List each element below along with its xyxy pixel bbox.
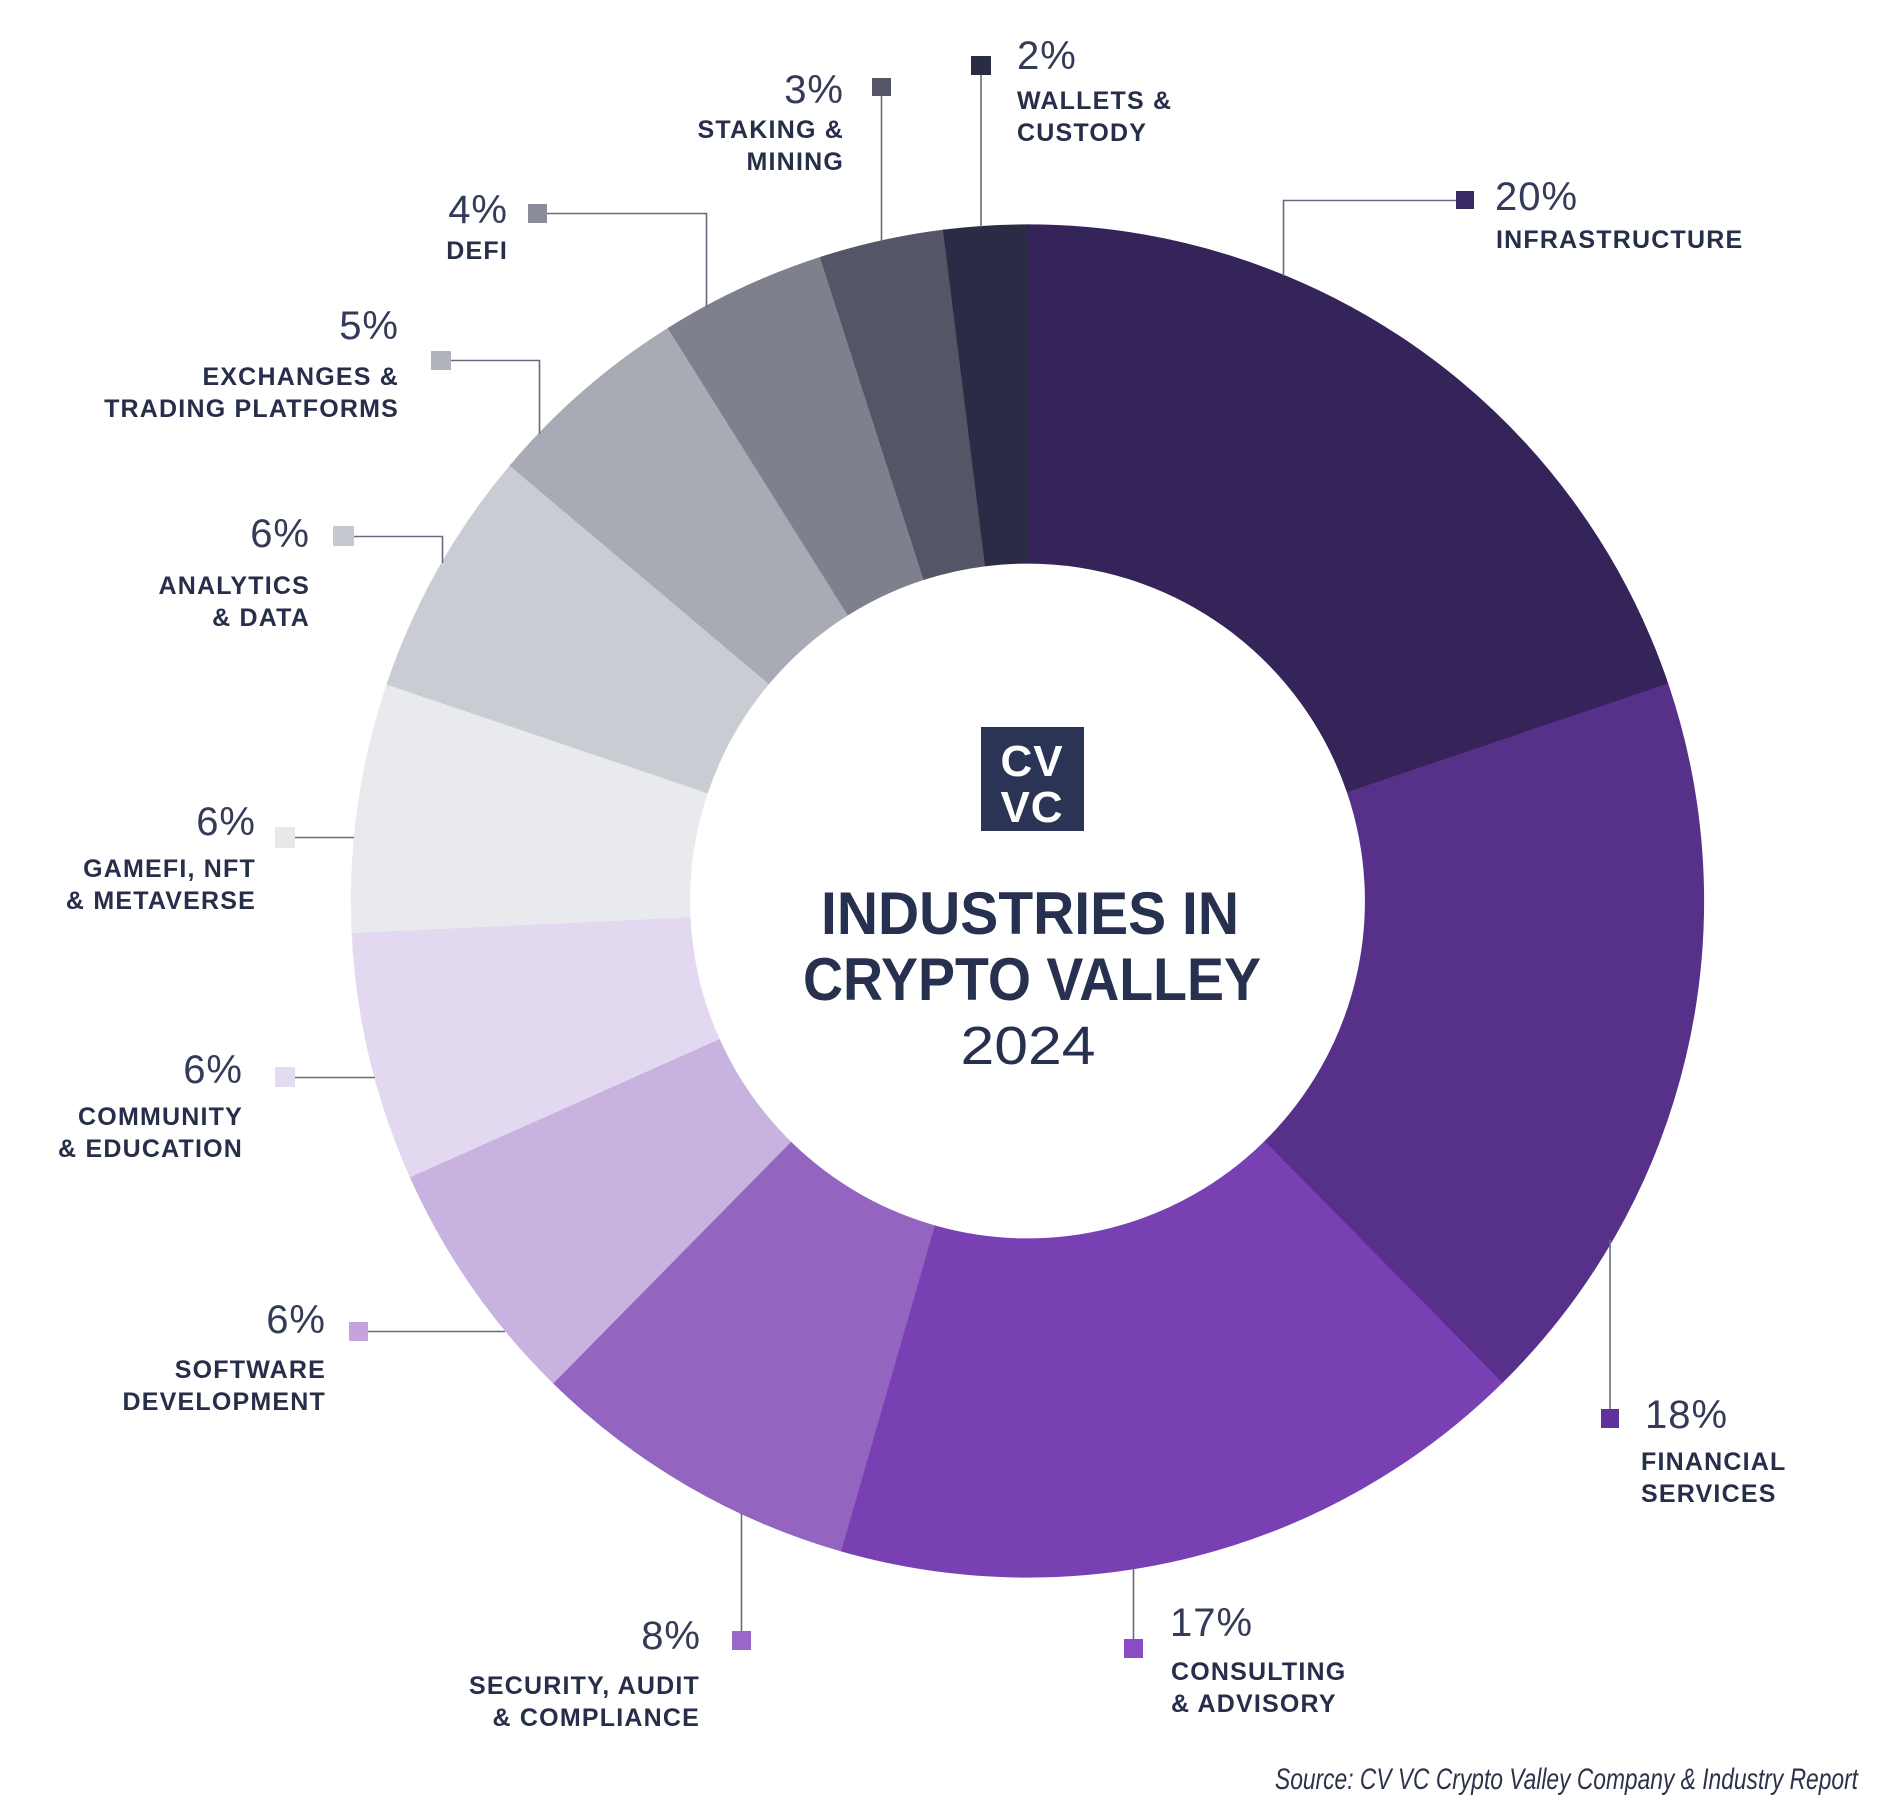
svg-text:INDUSTRIES IN: INDUSTRIES IN — [821, 880, 1239, 947]
svg-text:2024: 2024 — [961, 1016, 1096, 1076]
svg-text:CV: CV — [1000, 737, 1063, 786]
svg-text:CRYPTO VALLEY: CRYPTO VALLEY — [803, 946, 1261, 1013]
svg-text:VC: VC — [1000, 783, 1063, 832]
svg-text:Source: CV VC Crypto Valley Co: Source: CV VC Crypto Valley Company & In… — [1275, 1763, 1859, 1796]
